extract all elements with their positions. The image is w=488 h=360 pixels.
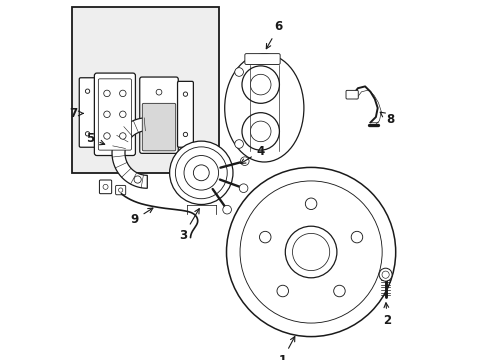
FancyBboxPatch shape xyxy=(94,73,135,156)
Circle shape xyxy=(120,90,126,96)
Circle shape xyxy=(120,111,126,117)
Circle shape xyxy=(242,113,279,150)
Circle shape xyxy=(381,271,388,278)
Circle shape xyxy=(239,184,247,193)
Circle shape xyxy=(103,133,110,139)
Text: 4: 4 xyxy=(240,145,264,163)
Text: 9: 9 xyxy=(130,208,153,226)
Text: 8: 8 xyxy=(380,112,394,126)
Circle shape xyxy=(240,181,382,323)
Text: 1: 1 xyxy=(278,337,294,360)
Circle shape xyxy=(183,92,187,96)
Circle shape xyxy=(333,285,345,297)
Circle shape xyxy=(226,167,395,337)
FancyBboxPatch shape xyxy=(346,90,358,99)
Circle shape xyxy=(193,165,209,181)
Circle shape xyxy=(118,188,122,192)
Circle shape xyxy=(183,156,218,190)
FancyBboxPatch shape xyxy=(177,81,193,147)
Circle shape xyxy=(276,285,288,297)
Circle shape xyxy=(156,89,162,95)
Circle shape xyxy=(120,133,126,139)
Circle shape xyxy=(103,90,110,96)
FancyBboxPatch shape xyxy=(99,180,111,194)
Circle shape xyxy=(103,111,110,117)
Circle shape xyxy=(285,226,336,278)
Bar xyxy=(72,7,219,173)
Circle shape xyxy=(223,205,231,214)
Ellipse shape xyxy=(224,54,303,162)
Circle shape xyxy=(234,68,243,76)
Circle shape xyxy=(378,268,391,281)
Circle shape xyxy=(250,121,270,142)
Circle shape xyxy=(103,184,108,189)
Circle shape xyxy=(292,233,329,271)
Text: 2: 2 xyxy=(383,303,391,327)
Text: 7: 7 xyxy=(69,107,83,120)
Circle shape xyxy=(259,231,270,243)
FancyBboxPatch shape xyxy=(98,79,131,150)
Text: 6: 6 xyxy=(266,21,282,49)
FancyBboxPatch shape xyxy=(79,78,96,147)
Circle shape xyxy=(175,147,227,199)
FancyBboxPatch shape xyxy=(142,103,175,151)
FancyBboxPatch shape xyxy=(140,77,178,153)
Text: 5: 5 xyxy=(86,132,104,145)
Circle shape xyxy=(85,132,89,136)
Circle shape xyxy=(85,89,89,93)
Polygon shape xyxy=(112,118,153,188)
Circle shape xyxy=(242,66,279,103)
Circle shape xyxy=(234,140,243,148)
Circle shape xyxy=(169,141,232,204)
Circle shape xyxy=(305,198,316,210)
Circle shape xyxy=(350,231,362,243)
Circle shape xyxy=(134,176,141,183)
Circle shape xyxy=(250,74,270,95)
Circle shape xyxy=(240,157,248,166)
FancyBboxPatch shape xyxy=(244,54,280,64)
Circle shape xyxy=(183,132,187,136)
Text: 3: 3 xyxy=(179,209,199,242)
FancyBboxPatch shape xyxy=(115,185,125,195)
